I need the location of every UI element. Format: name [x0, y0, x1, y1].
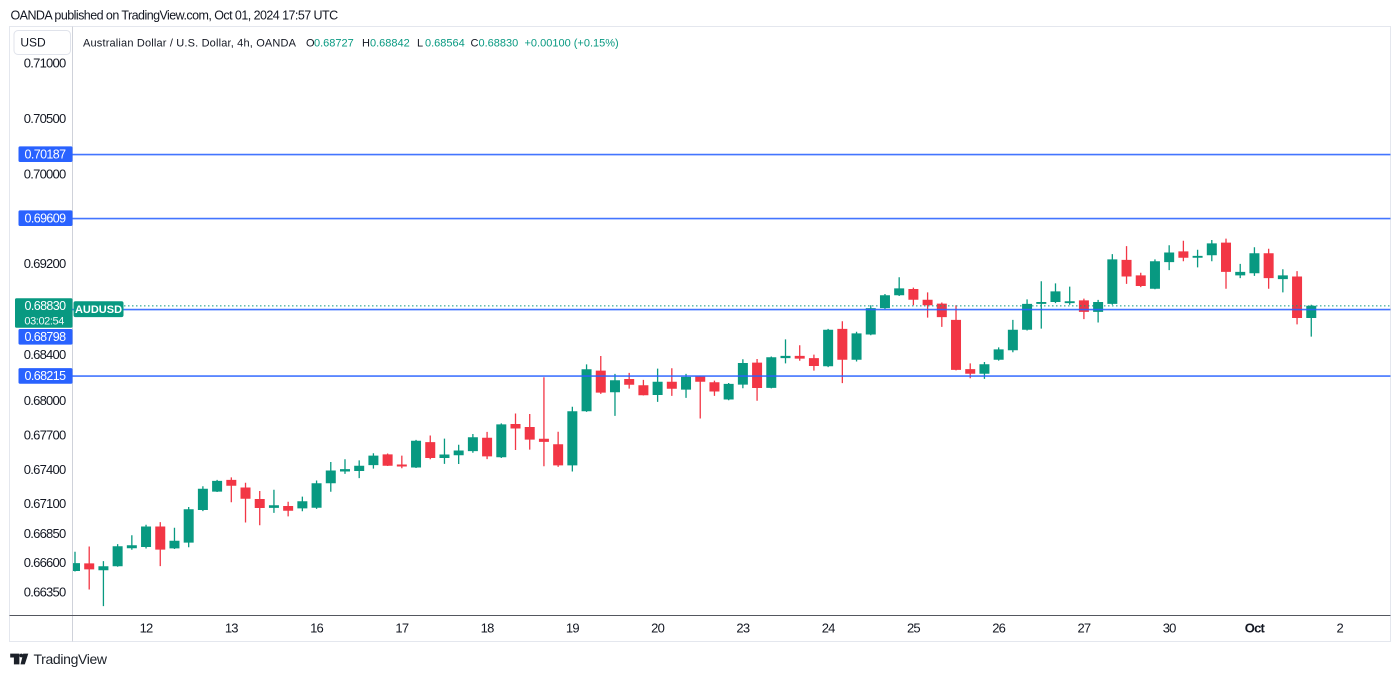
svg-text:30: 30	[1163, 620, 1176, 635]
svg-text:24: 24	[822, 620, 835, 635]
svg-text:0.68842: 0.68842	[370, 38, 410, 50]
svg-text:0.70187: 0.70187	[25, 147, 67, 161]
svg-text:C: C	[471, 38, 479, 50]
svg-text:0.67100: 0.67100	[24, 496, 66, 511]
svg-text:13: 13	[225, 620, 238, 635]
svg-text:23: 23	[736, 620, 749, 635]
svg-text:18: 18	[481, 620, 494, 635]
svg-text:H: H	[362, 38, 370, 50]
svg-text:0.66600: 0.66600	[24, 555, 66, 570]
svg-text:+0.00100 (+0.15%): +0.00100 (+0.15%)	[525, 38, 619, 50]
svg-text:Oct: Oct	[1245, 620, 1266, 635]
svg-text:0.68215: 0.68215	[25, 369, 67, 383]
svg-text:0.68000: 0.68000	[24, 393, 66, 408]
svg-text:12: 12	[140, 620, 153, 635]
svg-text:Australian Dollar / U.S. Dolla: Australian Dollar / U.S. Dollar, 4h, OAN…	[83, 38, 297, 50]
svg-text:TradingView: TradingView	[34, 651, 108, 667]
svg-text:0.68564: 0.68564	[425, 38, 465, 50]
svg-text:17: 17	[395, 620, 408, 635]
svg-text:0.68798: 0.68798	[25, 330, 67, 344]
svg-text:0.70500: 0.70500	[24, 111, 66, 126]
svg-text:19: 19	[566, 620, 579, 635]
svg-text:2: 2	[1336, 620, 1343, 635]
svg-text:27: 27	[1077, 620, 1090, 635]
svg-text:0.66350: 0.66350	[24, 585, 66, 600]
svg-text:0.68830: 0.68830	[25, 299, 67, 313]
svg-text:20: 20	[651, 620, 664, 635]
svg-text:0.66850: 0.66850	[24, 526, 66, 541]
svg-text:0.69200: 0.69200	[24, 256, 66, 271]
svg-text:L: L	[417, 38, 423, 50]
svg-text:OANDA published on TradingView: OANDA published on TradingView.com, Oct …	[11, 9, 339, 23]
svg-text:0.67700: 0.67700	[24, 427, 66, 442]
svg-text:03:02:54: 03:02:54	[24, 316, 64, 328]
svg-text:AUDUSD: AUDUSD	[75, 304, 122, 316]
svg-text:0.70000: 0.70000	[24, 166, 66, 181]
svg-text:25: 25	[907, 620, 920, 635]
svg-text:0.71000: 0.71000	[24, 56, 66, 71]
svg-text:O: O	[306, 38, 315, 50]
svg-text:0.68727: 0.68727	[314, 38, 354, 50]
svg-text:0.68400: 0.68400	[24, 347, 66, 362]
svg-text:USD: USD	[20, 36, 46, 50]
svg-text:16: 16	[310, 620, 323, 635]
svg-text:0.67400: 0.67400	[24, 462, 66, 477]
svg-text:26: 26	[992, 620, 1005, 635]
svg-text:0.68830: 0.68830	[479, 38, 519, 50]
svg-text:0.69609: 0.69609	[25, 211, 67, 225]
